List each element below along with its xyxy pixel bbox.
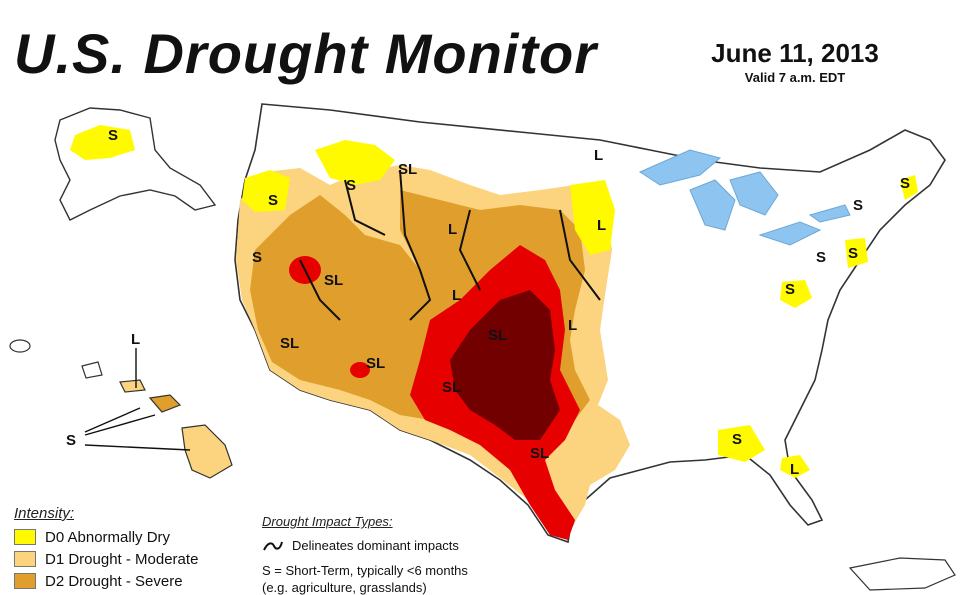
label-ca-sl: SL	[280, 335, 299, 352]
d0-southeast	[718, 425, 765, 462]
label-pa-s: S	[816, 249, 826, 266]
puerto-rico	[848, 557, 956, 591]
hawaii-maui	[148, 394, 182, 413]
legend-label-d2: D2 Drought - Severe	[45, 572, 183, 590]
label-ca-s: S	[252, 249, 262, 266]
label-hawaii-s: S	[66, 432, 76, 449]
hawaii-pointer-lines	[84, 348, 191, 451]
legend-label-d0: D0 Abnormally Dry	[45, 528, 171, 546]
d0-minnesota	[570, 180, 615, 255]
legend-swatch-d1	[14, 551, 36, 567]
d0-maine	[900, 175, 918, 200]
d0-florida	[780, 455, 810, 478]
d0-newyork	[845, 238, 868, 268]
label-alaska-s: S	[108, 127, 118, 144]
d0-northwest	[315, 140, 395, 185]
page-title: U.S. Drought Monitor	[14, 22, 598, 85]
hawaii-kauai	[81, 361, 103, 379]
label-ny-s1: S	[853, 197, 863, 214]
map-date: June 11, 2013	[711, 38, 879, 68]
impact-types-heading: Drought Impact Types:	[262, 514, 393, 529]
impact-delineates: Delineates dominant impacts	[262, 538, 459, 553]
label-oh-s: S	[785, 281, 795, 298]
label-me-s: S	[900, 175, 910, 192]
impact-boundary-lines	[299, 169, 601, 321]
impact-short-term: S = Short-Term, typically <6 months	[262, 563, 468, 578]
legend-item-d1: D1 Drought - Moderate	[14, 549, 198, 569]
label-montana-sl: SL	[398, 161, 417, 178]
label-nw-s: S	[268, 192, 278, 209]
label-fl-l: L	[790, 461, 799, 478]
alaska-outline	[54, 107, 217, 221]
label-hawaii-l: L	[131, 331, 140, 348]
label-tx-sl: SL	[530, 445, 549, 462]
legend-heading: Intensity:	[14, 505, 75, 522]
d0-washington	[242, 170, 290, 212]
impact-delineates-label: Delineates dominant impacts	[292, 538, 459, 553]
d0-pennsylvania	[780, 280, 812, 308]
label-nd-l: L	[448, 221, 457, 238]
d3-nevada	[350, 362, 370, 378]
impact-short-term-example-label: (e.g. agriculture, grasslands)	[262, 580, 427, 595]
legend-label-d1: D1 Drought - Moderate	[45, 550, 199, 568]
label-ks-sl: SL	[488, 327, 507, 344]
label-ga-s: S	[732, 431, 742, 448]
impact-short-term-example: (e.g. agriculture, grasslands)	[262, 580, 427, 595]
alaska-d0	[70, 125, 135, 160]
hawaii-big-island	[181, 424, 233, 479]
label-nv-sl: SL	[324, 272, 343, 289]
label-mn-l2: L	[597, 217, 606, 234]
hawaii-niihau	[9, 339, 31, 353]
great-lakes	[638, 149, 851, 246]
valid-time: Valid 7 a.m. EDT	[744, 70, 846, 85]
label-az-sl: SL	[366, 355, 385, 372]
impact-line-icon	[263, 541, 283, 550]
label-pa-s2: S	[848, 245, 858, 262]
label-idaho-s: S	[346, 177, 356, 194]
legend-item-d2: D2 Drought - Severe	[14, 571, 183, 591]
label-sd-l: L	[452, 287, 461, 304]
legend-item-d0: D0 Abnormally Dry	[14, 527, 170, 547]
impact-short-term-label: S = Short-Term, typically <6 months	[262, 563, 468, 578]
label-nm-sl: SL	[442, 379, 461, 396]
legend-swatch-d2	[14, 573, 36, 589]
legend-swatch-d0	[14, 529, 36, 545]
label-mn-l1: L	[594, 147, 603, 164]
hawaii-oahu	[119, 379, 146, 393]
d4-core	[450, 290, 560, 440]
label-ok-l: L	[568, 317, 577, 334]
